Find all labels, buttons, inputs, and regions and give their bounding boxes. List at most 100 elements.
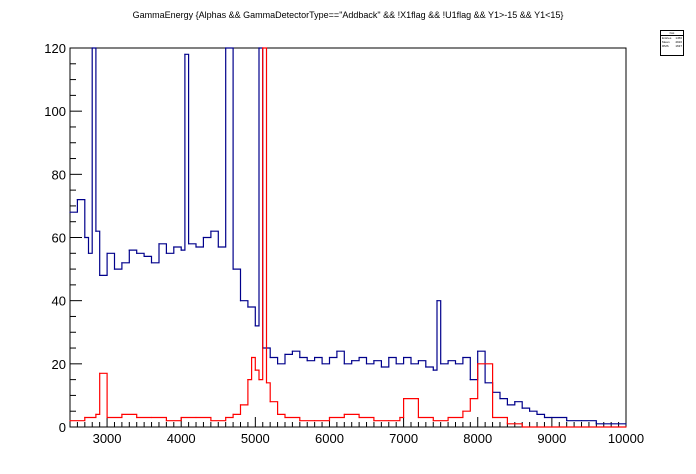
data-point bbox=[165, 252, 167, 254]
data-point bbox=[225, 416, 227, 419]
data-point bbox=[251, 356, 253, 359]
data-point bbox=[432, 369, 434, 371]
data-point bbox=[121, 262, 123, 264]
data-point bbox=[403, 356, 405, 359]
data-point bbox=[595, 423, 597, 425]
data-point bbox=[536, 426, 538, 428]
x-tick-label: 6000 bbox=[315, 431, 344, 446]
data-point bbox=[84, 236, 86, 239]
data-point bbox=[217, 246, 219, 248]
plot-frame bbox=[69, 47, 627, 428]
data-point bbox=[239, 404, 242, 406]
data-point bbox=[454, 363, 457, 365]
data-point bbox=[358, 416, 360, 419]
data-point bbox=[269, 401, 271, 403]
data-point bbox=[314, 420, 316, 422]
data-point bbox=[343, 363, 345, 365]
data-point bbox=[373, 420, 375, 422]
data-point bbox=[165, 420, 167, 422]
data-point bbox=[436, 300, 438, 302]
data-point bbox=[239, 300, 242, 302]
data-point bbox=[299, 420, 301, 422]
data-point bbox=[469, 379, 471, 381]
data-point bbox=[314, 356, 316, 359]
data-point bbox=[380, 366, 382, 368]
data-point bbox=[277, 413, 279, 415]
data-point bbox=[254, 369, 256, 371]
data-point bbox=[247, 306, 249, 308]
data-point bbox=[180, 249, 182, 251]
data-point bbox=[625, 426, 627, 428]
stats-row-entries: Entries 1456 bbox=[662, 36, 682, 40]
data-point bbox=[188, 243, 190, 245]
data-point bbox=[469, 398, 471, 400]
data-point bbox=[610, 423, 612, 425]
data-point bbox=[195, 246, 197, 248]
data-point bbox=[143, 255, 145, 257]
data-point bbox=[284, 416, 286, 419]
x-tick-label: 3000 bbox=[93, 431, 122, 446]
data-point bbox=[551, 416, 553, 419]
data-point bbox=[447, 360, 449, 362]
x-tick-label: 7000 bbox=[389, 431, 418, 446]
data-point bbox=[399, 416, 401, 419]
data-point bbox=[113, 268, 116, 270]
data-point bbox=[447, 416, 449, 419]
data-point bbox=[529, 410, 531, 412]
data-point bbox=[95, 413, 97, 415]
y-tick-label: 60 bbox=[52, 231, 66, 246]
data-point bbox=[76, 199, 78, 201]
data-point bbox=[106, 252, 108, 254]
data-point bbox=[99, 372, 101, 374]
data-point bbox=[121, 413, 123, 415]
data-point bbox=[258, 47, 260, 49]
data-point bbox=[388, 356, 390, 359]
data-point bbox=[462, 410, 464, 412]
data-point bbox=[477, 363, 479, 365]
data-point bbox=[265, 382, 268, 384]
data-point bbox=[514, 401, 516, 403]
data-point bbox=[388, 420, 390, 422]
data-point bbox=[580, 420, 583, 422]
data-point bbox=[180, 416, 182, 419]
data-point bbox=[291, 350, 293, 352]
x-tick-label: 9000 bbox=[537, 431, 566, 446]
data-point bbox=[84, 416, 86, 419]
data-point bbox=[328, 356, 331, 359]
data-point bbox=[150, 416, 153, 419]
chart-title: GammaEnergy {Alphas && GammaDetectorType… bbox=[132, 10, 564, 20]
y-tick-label: 20 bbox=[52, 357, 66, 372]
data-point bbox=[210, 230, 212, 232]
data-point bbox=[521, 426, 523, 428]
data-point bbox=[484, 382, 486, 384]
data-point bbox=[99, 274, 101, 276]
data-point bbox=[373, 360, 375, 362]
data-point bbox=[247, 379, 249, 381]
data-point bbox=[425, 366, 427, 368]
data-point bbox=[506, 404, 508, 406]
data-point bbox=[202, 236, 204, 239]
data-point bbox=[128, 249, 130, 251]
data-point bbox=[306, 360, 308, 362]
data-point bbox=[403, 398, 405, 400]
y-tick-label: 120 bbox=[44, 41, 66, 56]
data-point bbox=[69, 420, 71, 422]
stats-row-rms: RMS 1637 bbox=[662, 44, 682, 48]
data-point bbox=[506, 423, 508, 425]
data-point bbox=[87, 252, 90, 254]
data-point bbox=[328, 416, 331, 419]
y-tick-label: 0 bbox=[59, 420, 66, 435]
data-point bbox=[625, 423, 627, 425]
series-layer bbox=[69, 47, 627, 428]
data-point bbox=[284, 353, 286, 355]
axes-layer: 3000 4000 5000 6000 7000 8000 9000 10000 0 20 40 60… bbox=[44, 41, 644, 446]
stats-box: hist Entries 1456 Mean 4916 RMS 1637 bbox=[660, 30, 684, 56]
data-point bbox=[262, 47, 264, 49]
series-line-1 bbox=[70, 47, 626, 428]
data-point bbox=[210, 420, 212, 422]
data-point bbox=[521, 407, 523, 409]
data-point bbox=[232, 413, 234, 415]
data-point bbox=[225, 47, 227, 49]
data-point bbox=[336, 350, 338, 352]
